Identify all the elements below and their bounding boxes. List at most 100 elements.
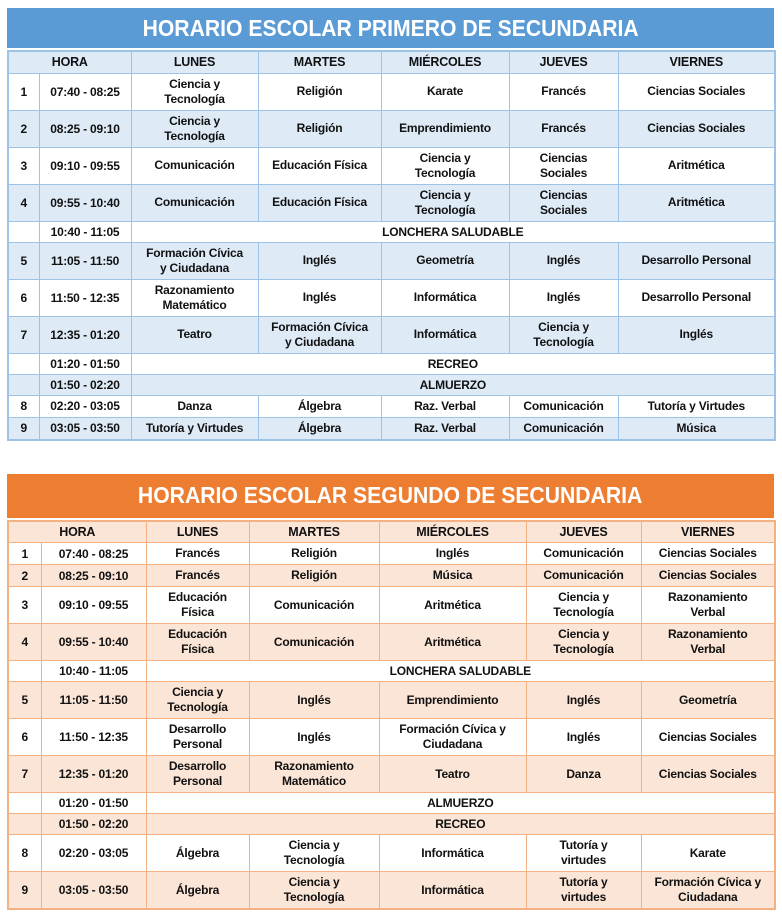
class-row: 6 11:50 - 12:35 Razonamiento Matemático Ing… [7, 278, 776, 317]
break-row: 01:20 - 01:50 ALMUERZO [7, 792, 776, 814]
time-range: 11:05 - 11:50 [38, 241, 132, 280]
time-range: 11:50 - 12:35 [40, 718, 147, 756]
subject-cell: Educación Física [145, 623, 250, 661]
subject-cell: Comunicación [508, 394, 619, 418]
time-range: 02:20 - 03:05 [38, 394, 132, 418]
subject-cell: Teatro [130, 315, 259, 354]
period-number [7, 792, 42, 814]
subject-cell: Informática [380, 315, 510, 354]
schedule-table: HORA LUNES MARTES MIÉRCOLES JUEVES VIERNES 1 07… [7, 519, 777, 910]
subject-cell: Francés [508, 109, 619, 148]
break-row: 01:50 - 02:20 RECREO [7, 813, 776, 835]
subject-cell: Desarrollo Personal [145, 755, 250, 793]
subject-cell: Aritmética [617, 146, 776, 185]
period-number: 9 [7, 871, 42, 910]
subject-cell: Formación Cívica y Ciudadana [130, 241, 259, 280]
subject-cell: Aritmética [378, 623, 527, 661]
header-row: HORA LUNES MARTES MIÉRCOLES JUEVES VIERNES [7, 520, 776, 543]
period-number [7, 660, 42, 682]
column-header-viernes: VIERNES [617, 50, 776, 74]
subject-cell: Educación Física [257, 183, 382, 222]
subject-cell: Emprendimiento [380, 109, 510, 148]
class-row: 5 11:05 - 11:50 Ciencia y Tecnología Inglés… [7, 681, 776, 719]
break-label: LONCHERA SALUDABLE [145, 660, 776, 682]
period-number [7, 220, 40, 243]
period-number: 1 [7, 72, 40, 111]
subject-cell: Religión [248, 564, 380, 587]
class-row: 2 08:25 - 09:10 Ciencia y Tecnología Religi… [7, 109, 776, 148]
subject-cell: Ciencia y Tecnología [525, 623, 642, 661]
subject-cell: Ciencias Sociales [617, 109, 776, 148]
column-header-lunes: LUNES [145, 520, 250, 543]
time-range: 08:25 - 09:10 [40, 564, 147, 587]
column-header-martes: MARTES [257, 50, 382, 74]
subject-cell: Inglés [248, 718, 380, 756]
subject-cell: Ciencia y Tecnología [248, 834, 380, 872]
header-row: HORA LUNES MARTES MIÉRCOLES JUEVES VIERNES [7, 50, 776, 74]
column-header-hora: HORA [7, 520, 147, 543]
subject-cell: Inglés [508, 241, 619, 280]
column-header-viernes: VIERNES [640, 520, 776, 543]
subject-cell: Álgebra [257, 394, 382, 418]
time-range: 09:55 - 10:40 [40, 623, 147, 661]
period-number: 5 [7, 241, 40, 280]
subject-cell: Ciencia y Tecnología [380, 183, 510, 222]
time-range: 12:35 - 01:20 [40, 755, 147, 793]
break-label: LONCHERA SALUDABLE [130, 220, 776, 243]
subject-cell: Raz. Verbal [380, 394, 510, 418]
subject-cell: Educación Física [145, 586, 250, 624]
subject-cell: Francés [508, 72, 619, 111]
subject-cell: Comunicación [525, 564, 642, 587]
subject-cell: Álgebra [145, 871, 250, 910]
subject-cell: Álgebra [257, 416, 382, 440]
period-number: 4 [7, 623, 42, 661]
class-row: 8 02:20 - 03:05 Danza Álgebra Raz. Verbal Com… [7, 394, 776, 418]
period-number: 8 [7, 834, 42, 872]
period-number: 4 [7, 183, 40, 222]
subject-cell: Comunicación [525, 542, 642, 565]
time-range: 12:35 - 01:20 [38, 315, 132, 354]
table-title: HORARIO ESCOLAR PRIMERO DE SECUNDARIA [142, 14, 639, 41]
subject-cell: Álgebra [145, 834, 250, 872]
time-range: 09:55 - 10:40 [38, 183, 132, 222]
class-row: 4 09:55 - 10:40 Educación Física Comunicaci… [7, 623, 776, 661]
subject-cell: Ciencia y Tecnología [248, 871, 380, 910]
break-label: ALMUERZO [145, 792, 776, 814]
period-number: 6 [7, 718, 42, 756]
subject-cell: Razonamiento Matemático [248, 755, 380, 793]
period-number: 1 [7, 542, 42, 565]
class-row: 3 09:10 - 09:55 Educación Física Comunicaci… [7, 586, 776, 624]
subject-cell: Desarrollo Personal [617, 241, 776, 280]
time-range: 01:20 - 01:50 [40, 792, 147, 814]
column-header-martes: MARTES [248, 520, 380, 543]
period-number: 9 [7, 416, 40, 440]
column-header-jueves: JUEVES [525, 520, 642, 543]
subject-cell: Comunicación [248, 623, 380, 661]
schedule-segundo: HORARIO ESCOLAR SEGUNDO DE SECUNDARIA HO… [7, 473, 777, 910]
time-range: 08:25 - 09:10 [38, 109, 132, 148]
subject-cell: Karate [640, 834, 776, 872]
column-header-miercoles: MIÉRCOLES [380, 50, 510, 74]
time-range: 10:40 - 11:05 [40, 660, 147, 682]
subject-cell: Inglés [378, 542, 527, 565]
time-range: 11:05 - 11:50 [40, 681, 147, 719]
column-header-hora: HORA [7, 50, 132, 74]
subject-cell: Religión [257, 109, 382, 148]
time-range: 10:40 - 11:05 [38, 220, 132, 243]
subject-cell: Tutoría y Virtudes [617, 394, 776, 418]
class-row: 4 09:55 - 10:40 Comunicación Educación Físi… [7, 183, 776, 222]
subject-cell: Informática [378, 871, 527, 910]
subject-cell: Comunicación [130, 146, 259, 185]
period-number: 2 [7, 109, 40, 148]
subject-cell: Música [378, 564, 527, 587]
subject-cell: Informática [378, 834, 527, 872]
subject-cell: Inglés [257, 241, 382, 280]
period-number: 7 [7, 315, 40, 354]
subject-cell: Educación Física [257, 146, 382, 185]
subject-cell: Comunicación [508, 416, 619, 440]
break-label: RECREO [145, 813, 776, 835]
period-number [7, 813, 42, 835]
column-header-jueves: JUEVES [508, 50, 619, 74]
subject-cell: Teatro [378, 755, 527, 793]
subject-cell: Desarrollo Personal [145, 718, 250, 756]
